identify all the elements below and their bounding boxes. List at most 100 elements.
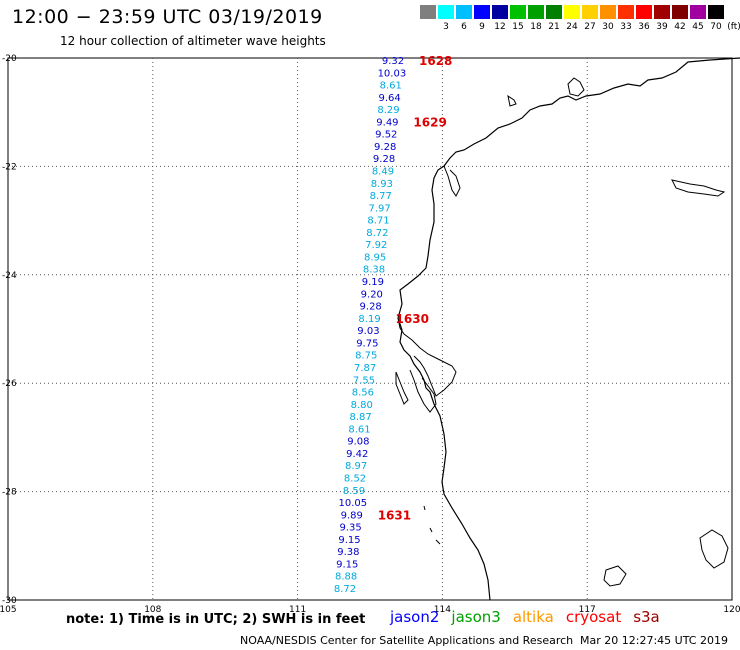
color-scale-label: 6 bbox=[461, 22, 467, 32]
coastline bbox=[395, 57, 740, 601]
wave-height-label: 8.72 bbox=[334, 584, 356, 595]
wave-height-label: 8.80 bbox=[351, 400, 373, 411]
color-scale-label: 42 bbox=[674, 22, 686, 32]
footer-credit: NOAA/NESDIS Center for Satellite Applica… bbox=[240, 634, 574, 647]
wave-height-label: 8.59 bbox=[343, 486, 365, 497]
color-scale-label: 33 bbox=[620, 22, 632, 32]
satellite-legend-item: jason2 bbox=[390, 608, 440, 626]
wave-height-label: 8.97 bbox=[345, 461, 367, 472]
color-swatch bbox=[564, 5, 580, 19]
color-swatch bbox=[474, 5, 490, 19]
wave-height-label: 8.77 bbox=[370, 191, 392, 202]
color-swatch bbox=[420, 5, 436, 19]
satellite-legend-item: jason3 bbox=[451, 608, 501, 626]
lon-tick-label: 117 bbox=[579, 605, 596, 615]
satellite-legend-item: s3a bbox=[633, 608, 660, 626]
map-grid: 105 108 111 114 117 120 -20 -22 -24 -26 -28 -30 bbox=[0, 54, 740, 615]
time-mark-label: 1631 bbox=[378, 508, 411, 522]
wave-height-label: 8.38 bbox=[363, 265, 385, 276]
wave-height-label: 9.49 bbox=[376, 117, 398, 128]
island-gulf-point bbox=[443, 165, 461, 197]
time-mark-label: 1629 bbox=[413, 115, 446, 129]
wave-height-label: 7.55 bbox=[353, 375, 375, 386]
wave-height-label: 8.72 bbox=[366, 228, 388, 239]
lon-tick-label: 108 bbox=[144, 605, 161, 615]
island-abrolhos bbox=[423, 505, 441, 545]
color-scale-label: 30 bbox=[602, 22, 614, 32]
color-scale-label: 21 bbox=[548, 22, 560, 32]
lon-tick-label: 120 bbox=[723, 605, 740, 615]
wave-height-label: 9.20 bbox=[361, 289, 383, 300]
wave-height-label: 8.71 bbox=[367, 216, 389, 227]
color-swatch bbox=[546, 5, 562, 19]
footer-timestamp: Mar 20 12:27:45 UTC 2019 bbox=[580, 634, 728, 647]
satellite-legend: jason2 jason3 altika cryosat s3a bbox=[390, 608, 672, 626]
color-scale-label: 39 bbox=[656, 22, 668, 32]
page-title: 12:00 − 23:59 UTC 03/19/2019 bbox=[12, 6, 323, 28]
footer-note: note: 1) Time is in UTC; 2) SWH is in fe… bbox=[66, 612, 366, 627]
wave-height-label: 8.56 bbox=[352, 388, 374, 399]
color-swatch bbox=[456, 5, 472, 19]
wave-height-label: 8.95 bbox=[364, 252, 386, 263]
time-mark-label: 1630 bbox=[396, 312, 429, 326]
wave-height-label: 9.28 bbox=[360, 302, 382, 313]
wave-height-labels: 9.3210.038.619.648.299.499.529.289.288.4… bbox=[334, 56, 406, 595]
satellite-legend-item: altika bbox=[512, 608, 554, 626]
color-swatch bbox=[600, 5, 616, 19]
color-swatch bbox=[708, 5, 724, 19]
color-scale-label: 24 bbox=[566, 22, 578, 32]
wave-height-label: 8.49 bbox=[372, 167, 394, 178]
wave-height-label: 9.19 bbox=[362, 277, 384, 288]
color-swatch bbox=[672, 5, 688, 19]
color-scale-label: 70 bbox=[710, 22, 722, 32]
island-southeast-small bbox=[603, 565, 627, 587]
time-mark-label: 1628 bbox=[419, 54, 452, 68]
wave-height-label: 9.03 bbox=[357, 326, 379, 337]
island-northeast bbox=[567, 77, 585, 97]
color-swatch bbox=[582, 5, 598, 19]
color-scale-unit: (ft) bbox=[727, 22, 740, 32]
color-swatch bbox=[636, 5, 652, 19]
lat-tick-label: -30 bbox=[2, 596, 17, 606]
wave-height-label: 9.35 bbox=[339, 523, 361, 534]
lat-tick-label: -22 bbox=[2, 162, 17, 172]
island-far-east bbox=[671, 179, 726, 197]
color-swatch bbox=[618, 5, 634, 19]
wave-height-label: 8.19 bbox=[358, 314, 380, 325]
color-scale-label: 45 bbox=[692, 22, 704, 32]
wave-height-label: 9.52 bbox=[375, 130, 397, 141]
wave-height-label: 9.42 bbox=[346, 449, 368, 460]
lon-tick-label: 111 bbox=[289, 605, 306, 615]
island-southeast bbox=[699, 529, 729, 569]
color-swatch bbox=[510, 5, 526, 19]
wave-height-label: 9.32 bbox=[382, 56, 404, 67]
wave-height-label: 9.28 bbox=[373, 154, 395, 165]
wave-height-label: 9.15 bbox=[338, 535, 360, 546]
lat-tick-label: -24 bbox=[2, 271, 17, 281]
wave-height-label: 8.61 bbox=[348, 424, 370, 435]
wave-height-label: 9.89 bbox=[341, 510, 363, 521]
time-mark-labels: 1628 1629 1630 1631 bbox=[378, 54, 453, 522]
color-scale-label: 18 bbox=[530, 22, 542, 32]
lon-tick-label: 114 bbox=[434, 605, 451, 615]
color-swatch bbox=[492, 5, 508, 19]
lat-tick-label: -28 bbox=[2, 488, 17, 498]
lat-tick-label: -20 bbox=[2, 54, 17, 64]
wave-height-label: 9.75 bbox=[356, 338, 378, 349]
wave-height-label: 8.61 bbox=[380, 81, 402, 92]
color-scale-label: 3 bbox=[443, 22, 449, 32]
color-scale-label: 9 bbox=[479, 22, 485, 32]
wave-height-label: 10.03 bbox=[378, 68, 407, 79]
island-barrow bbox=[507, 94, 517, 107]
color-swatch bbox=[690, 5, 706, 19]
wave-height-label: 9.64 bbox=[379, 93, 401, 104]
island-dirk-hartog bbox=[395, 371, 409, 405]
color-scale-label: 36 bbox=[638, 22, 650, 32]
wave-height-label: 8.29 bbox=[377, 105, 399, 116]
wave-height-label: 8.88 bbox=[335, 572, 357, 583]
color-swatch bbox=[438, 5, 454, 19]
page-subtitle: 12 hour collection of altimeter wave hei… bbox=[60, 34, 326, 48]
wave-height-label: 9.38 bbox=[337, 547, 359, 558]
lat-tick-label: -26 bbox=[2, 379, 17, 389]
color-scale-label: 15 bbox=[512, 22, 524, 32]
